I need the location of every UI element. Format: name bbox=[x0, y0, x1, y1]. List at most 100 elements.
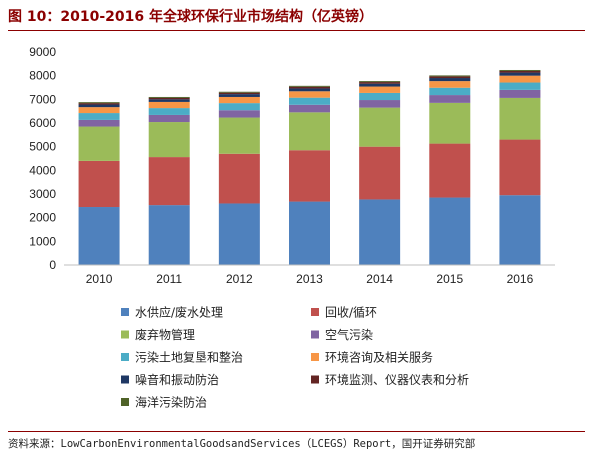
bar-segment bbox=[218, 91, 260, 93]
bar-segment bbox=[499, 89, 541, 98]
x-tick-label: 2012 bbox=[226, 272, 253, 286]
y-tick-label: 5000 bbox=[29, 140, 56, 154]
bar-segment bbox=[218, 103, 260, 111]
bar-segment bbox=[499, 139, 541, 196]
bar-segment bbox=[499, 70, 541, 73]
legend-item: 环境咨询及相关服务 bbox=[311, 350, 433, 365]
bar-segment bbox=[359, 86, 401, 93]
bar-segment bbox=[78, 160, 120, 208]
legend-item: 污染土地复垦和整治 bbox=[121, 350, 243, 365]
x-tick-label: 2013 bbox=[296, 272, 323, 286]
legend-swatch bbox=[311, 330, 319, 339]
legend-label: 环境咨询及相关服务 bbox=[325, 350, 433, 365]
bar-segment bbox=[78, 107, 120, 114]
y-tick-label: 6000 bbox=[29, 116, 56, 130]
legend-label: 废弃物管理 bbox=[135, 327, 195, 342]
bar-segment bbox=[499, 75, 541, 83]
legend-item: 空气污染 bbox=[311, 327, 373, 342]
bar-segment bbox=[218, 117, 260, 154]
bar-segment bbox=[289, 201, 330, 265]
bar-segment bbox=[78, 102, 120, 104]
title-rule bbox=[8, 30, 585, 31]
bar-segment bbox=[148, 205, 190, 265]
legend-label: 环境监测、仪器仪表和分析 bbox=[325, 372, 469, 387]
bar-segment bbox=[289, 150, 330, 202]
x-tick-label: 2010 bbox=[86, 272, 113, 286]
bar-segment bbox=[289, 112, 330, 151]
source-rule bbox=[8, 431, 585, 432]
source-note: 资料来源：LowCarbonEnvironmentalGoodsandServi… bbox=[8, 438, 476, 450]
bar-segment bbox=[429, 81, 471, 88]
x-tick-label: 2015 bbox=[436, 272, 463, 286]
bar-segment bbox=[359, 107, 401, 147]
bar-segment bbox=[289, 104, 330, 113]
legend-swatch bbox=[311, 375, 319, 384]
y-tick-label: 2000 bbox=[29, 211, 56, 225]
bar-segment bbox=[148, 157, 190, 206]
bar-segment bbox=[359, 146, 401, 200]
legend-label: 空气污染 bbox=[325, 327, 373, 342]
legend-label: 回收/循环 bbox=[325, 306, 377, 320]
legend-label: 污染土地复垦和整治 bbox=[135, 350, 243, 365]
bar-segment bbox=[429, 78, 471, 82]
bar-segment bbox=[78, 113, 120, 120]
bar-segment bbox=[218, 96, 260, 104]
bar-segment bbox=[148, 108, 190, 115]
bar-segment bbox=[499, 72, 541, 76]
legend-swatch bbox=[311, 353, 319, 361]
bar-segment bbox=[359, 92, 401, 101]
bar-segment bbox=[429, 102, 471, 144]
bar-segment bbox=[148, 97, 190, 100]
bar-segment bbox=[499, 69, 541, 71]
y-tick-label: 1000 bbox=[29, 234, 56, 248]
bar-segment bbox=[78, 104, 120, 108]
x-axis: 2010 2011 2012 2013 2014 2015 2016 bbox=[64, 264, 555, 286]
bar-segment bbox=[218, 94, 260, 97]
bar-segment bbox=[499, 82, 541, 90]
bar-segment bbox=[289, 88, 330, 92]
chart-title: 图 10：2010-2016 年全球环保行业市场结构（亿英镑） bbox=[8, 9, 373, 25]
bar-segment bbox=[148, 122, 190, 158]
legend-item: 噪音和振动防治 bbox=[121, 372, 219, 387]
y-axis: 0 1000 2000 3000 4000 5000 6000 7000 8000 9000 bbox=[29, 45, 56, 272]
legend-item: 水供应/废水处理 bbox=[121, 305, 223, 320]
bar-segment bbox=[289, 97, 330, 105]
bar-segment bbox=[429, 143, 471, 198]
bar-segment bbox=[289, 91, 330, 98]
legend-item: 回收/循环 bbox=[311, 306, 377, 320]
bar-segment bbox=[429, 75, 471, 77]
legend-swatch bbox=[121, 353, 129, 361]
bar-segment bbox=[78, 207, 120, 265]
bar-segment bbox=[499, 195, 541, 265]
legend-swatch bbox=[311, 308, 319, 316]
y-tick-label: 8000 bbox=[29, 69, 56, 83]
legend-label: 水供应/废水处理 bbox=[135, 305, 223, 320]
bar-segment bbox=[218, 153, 260, 204]
bar-stack-2013 bbox=[289, 85, 330, 265]
bar-stack-2014 bbox=[359, 81, 401, 265]
bar-segment bbox=[148, 96, 190, 98]
bar-segment bbox=[218, 203, 260, 265]
bar-segment bbox=[218, 110, 260, 118]
x-tick-label: 2011 bbox=[156, 272, 182, 286]
y-tick-label: 0 bbox=[49, 258, 56, 272]
bar-stack-2016 bbox=[499, 69, 541, 265]
legend-swatch bbox=[121, 308, 129, 316]
bar-segment bbox=[289, 85, 330, 87]
bar-segment bbox=[359, 81, 401, 83]
bar-segment bbox=[78, 103, 120, 105]
bar-segment bbox=[429, 76, 471, 79]
legend-item: 废弃物管理 bbox=[121, 327, 195, 342]
legend-swatch bbox=[121, 330, 129, 339]
bar-segment bbox=[148, 114, 190, 123]
bar-segment bbox=[359, 100, 401, 108]
bars bbox=[78, 69, 541, 265]
bar-segment bbox=[359, 82, 401, 84]
bar-segment bbox=[78, 126, 120, 161]
bar-segment bbox=[148, 99, 190, 102]
bar-stack-2011 bbox=[148, 96, 190, 265]
bar-segment bbox=[78, 119, 120, 127]
bar-stack-2012 bbox=[218, 91, 260, 265]
